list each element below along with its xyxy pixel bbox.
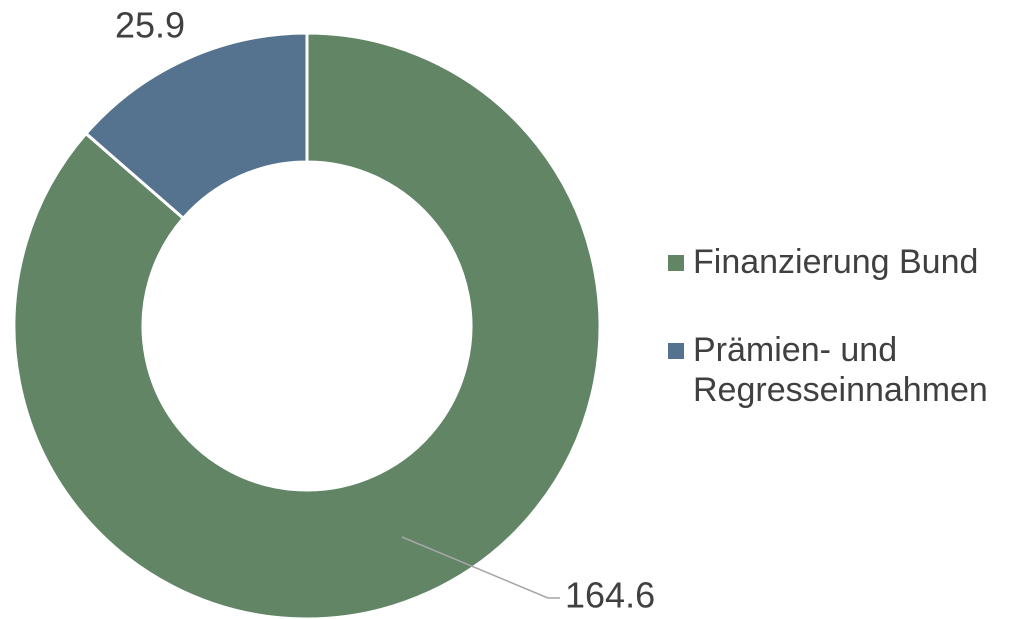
legend-label: Finanzierung Bund <box>693 243 979 281</box>
leader-line <box>401 536 549 599</box>
legend-label: Prämien- und Regresseinnahmen <box>693 331 988 409</box>
legend-swatch <box>668 343 684 359</box>
data-label: 25.9 <box>115 5 185 46</box>
legend-swatch <box>668 255 684 271</box>
donut-segment <box>83 31 309 221</box>
legend-item: Prämien- und Regresseinnahmen <box>668 330 1008 410</box>
data-label: 164.6 <box>565 575 655 616</box>
donut-segment <box>12 31 602 619</box>
legend-item: Finanzierung Bund <box>668 242 1008 282</box>
